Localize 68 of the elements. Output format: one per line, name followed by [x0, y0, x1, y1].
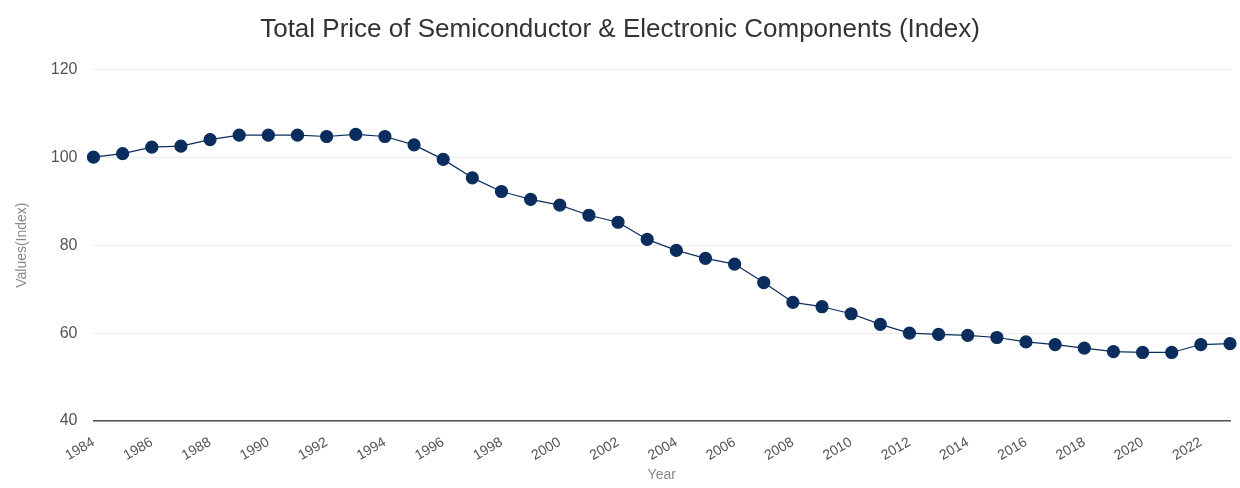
x-axis-title: Year — [647, 466, 677, 483]
point — [1194, 337, 1208, 352]
x-tick-label: 1996 — [411, 433, 447, 463]
point — [261, 128, 275, 142]
point — [669, 243, 683, 258]
x-tick-label: 1992 — [295, 433, 331, 463]
point — [407, 138, 421, 152]
point — [378, 129, 392, 144]
y-axis-title: Values(Index) — [13, 202, 30, 288]
point — [290, 128, 305, 142]
point — [757, 275, 771, 290]
x-tick-label: 1984 — [61, 433, 98, 463]
y-tick-label: 60 — [59, 323, 78, 341]
point — [1135, 345, 1150, 360]
point — [86, 150, 101, 164]
point — [320, 129, 334, 144]
x-tick-label: 2012 — [877, 433, 914, 463]
point — [961, 328, 975, 342]
point — [815, 300, 829, 314]
point — [465, 171, 479, 185]
x-tick-label: 2008 — [761, 433, 797, 463]
x-tick-label: 2000 — [528, 433, 564, 463]
x-tick-label: 1998 — [469, 433, 506, 463]
x-tick-label: 2022 — [1169, 433, 1205, 463]
point — [349, 127, 363, 141]
x-tick-label: 2002 — [586, 433, 622, 463]
point — [116, 147, 130, 161]
point — [990, 330, 1004, 345]
y-tick-label: 40 — [59, 411, 78, 429]
point — [902, 326, 917, 340]
y-tick-label: 80 — [59, 235, 78, 253]
point — [1165, 345, 1179, 360]
point — [873, 317, 887, 331]
point — [436, 152, 450, 166]
point — [1106, 344, 1121, 359]
point — [203, 132, 217, 147]
point — [232, 128, 246, 142]
point — [553, 198, 567, 212]
point — [931, 327, 946, 342]
x-tick-label: 2006 — [703, 433, 739, 463]
point — [524, 192, 538, 206]
x-tick-label: 2018 — [1052, 433, 1088, 463]
point — [494, 184, 509, 199]
point — [698, 251, 713, 265]
point — [640, 232, 654, 247]
point — [582, 208, 596, 222]
point — [611, 215, 625, 229]
point — [728, 257, 742, 271]
point — [844, 307, 858, 321]
point — [786, 295, 800, 309]
x-tick-label: 2010 — [819, 433, 855, 463]
x-tick-label: 2004 — [644, 433, 680, 463]
point — [1048, 337, 1062, 352]
point — [1019, 335, 1033, 349]
chart-title: Total Price of Semiconductor & Electronic Components (Index) — [260, 12, 980, 43]
point — [174, 139, 188, 153]
x-tick-label: 2016 — [994, 433, 1030, 463]
x-tick-label: 2014 — [936, 433, 972, 463]
y-tick-label: 100 — [50, 147, 78, 165]
point — [1223, 337, 1237, 351]
y-tick-label: 120 — [50, 59, 78, 77]
x-tick-label: 1986 — [120, 433, 156, 463]
point — [145, 140, 159, 154]
x-tick-label: 2020 — [1111, 433, 1147, 463]
x-tick-label: 1990 — [236, 433, 272, 463]
point — [1077, 341, 1091, 355]
x-tick-label: 1994 — [353, 433, 389, 463]
x-tick-label: 1988 — [178, 433, 214, 463]
